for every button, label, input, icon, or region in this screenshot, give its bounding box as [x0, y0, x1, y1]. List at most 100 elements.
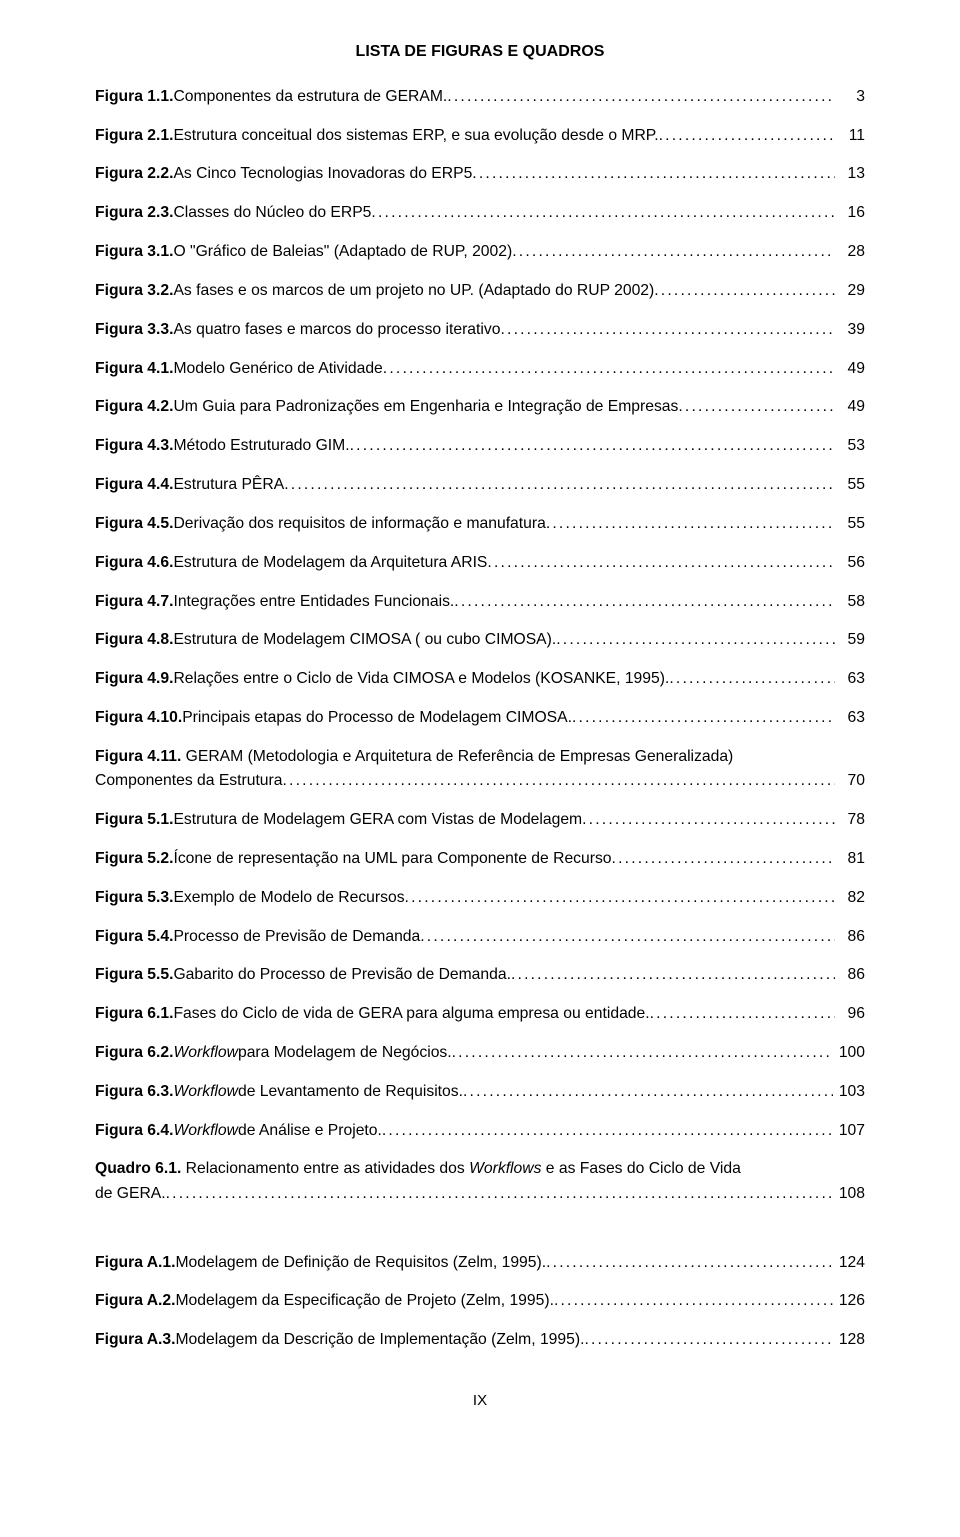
entry-desc: Modelo Genérico de Atividade — [173, 357, 382, 381]
entry-desc: O "Gráfico de Baleias" (Adaptado de RUP,… — [173, 240, 512, 264]
list-entry: Figura 6.3. Workflow de Levantamento de … — [95, 1080, 865, 1104]
list-entry: Figura 2.1. Estrutura conceitual dos sis… — [95, 124, 865, 148]
entry-desc: Integrações entre Entidades Funcionais. — [173, 590, 454, 614]
entry-desc: Ícone de representação na UML para Compo… — [173, 847, 611, 871]
leader-dots — [454, 590, 835, 614]
entry-label: Figura 4.7. — [95, 590, 173, 614]
entry-page: 86 — [835, 925, 865, 949]
list-entry: Figura 3.3. As quatro fases e marcos do … — [95, 318, 865, 342]
leader-dots — [420, 925, 835, 949]
entry-desc: Modelagem da Especificação de Projeto (Z… — [175, 1289, 553, 1313]
list-entry: Figura 6.2. Workflow para Modelagem de N… — [95, 1041, 865, 1065]
entry-page: 59 — [835, 628, 865, 652]
leader-dots — [405, 886, 835, 910]
entry-page: 96 — [835, 1002, 865, 1026]
entry-page: 63 — [835, 667, 865, 691]
entry-desc: As Cinco Tecnologias Inovadoras do ERP5 — [173, 162, 472, 186]
entry-desc: Estrutura de Modelagem CIMOSA ( ou cubo … — [173, 628, 556, 652]
entry-desc: Exemplo de Modelo de Recursos — [173, 886, 404, 910]
leader-dots — [650, 1002, 835, 1026]
entry-page: 56 — [835, 551, 865, 575]
list-entry: Figura 4.1. Modelo Genérico de Atividade… — [95, 357, 865, 381]
entry-label: Figura 2.3. — [95, 201, 173, 225]
entry-page: 107 — [833, 1119, 865, 1143]
entry-page: 55 — [835, 473, 865, 497]
entry-desc: de Análise e Projeto. — [238, 1119, 382, 1143]
entry-desc: Gabarito do Processo de Previsão de Dema… — [173, 963, 510, 987]
entry-desc: para Modelagem de Negócios. — [238, 1041, 452, 1065]
list-entry: Figura 4.5. Derivação dos requisitos de … — [95, 512, 865, 536]
entry-desc-italic: Workflow — [173, 1119, 238, 1143]
entry-label: Figura 3.1. — [95, 240, 173, 264]
entry-page: 58 — [835, 590, 865, 614]
entry-label: Figura 5.2. — [95, 847, 173, 871]
entry-page: 39 — [835, 318, 865, 342]
entry-label: Figura 5.1. — [95, 808, 173, 832]
leader-dots — [284, 473, 835, 497]
entry-desc: As quatro fases e marcos do processo ite… — [173, 318, 500, 342]
entry-label: Figura 1.1. — [95, 85, 173, 109]
figure-list-main: Figura 1.1. Componentes da estrutura de … — [95, 85, 865, 1206]
entry-page: 28 — [835, 240, 865, 264]
entry-label: Figura 5.3. — [95, 886, 173, 910]
list-entry: Figura 4.2. Um Guia para Padronizações e… — [95, 395, 865, 419]
entry-label: Figura 6.2. — [95, 1041, 173, 1065]
list-entry: Figura 4.11. GERAM (Metodologia e Arquit… — [95, 745, 865, 794]
entry-desc: Um Guia para Padronizações em Engenharia… — [173, 395, 678, 419]
entry-label: Figura 4.8. — [95, 628, 173, 652]
list-entry: Figura 5.1. Estrutura de Modelagem GERA … — [95, 808, 865, 832]
list-entry: Figura 4.4. Estrutura PÊRA55 — [95, 473, 865, 497]
leader-dots — [612, 847, 835, 871]
entry-desc-italic: Workflow — [173, 1041, 238, 1065]
entry-page: 13 — [835, 162, 865, 186]
entry-label: Figura 6.3. — [95, 1080, 173, 1104]
entry-label: Figura 3.2. — [95, 279, 173, 303]
leader-dots — [512, 240, 835, 264]
entry-page: 11 — [835, 124, 865, 148]
entry-page: 86 — [835, 963, 865, 987]
list-entry: Figura 2.3. Classes do Núcleo do ERP516 — [95, 201, 865, 225]
leader-dots — [511, 963, 835, 987]
leader-dots — [669, 667, 835, 691]
leader-dots — [382, 1119, 833, 1143]
leader-dots — [447, 85, 835, 109]
entry-page: 128 — [833, 1328, 865, 1352]
figure-list-appendix: Figura A.1. Modelagem de Definição de Re… — [95, 1251, 865, 1353]
entry-desc-italic: Workflow — [173, 1080, 238, 1104]
leader-dots — [371, 201, 835, 225]
list-entry: Figura 4.9. Relações entre o Ciclo de Vi… — [95, 667, 865, 691]
list-entry: Figura 2.2. As Cinco Tecnologias Inovado… — [95, 162, 865, 186]
entry-page: 126 — [833, 1289, 865, 1313]
entry-label: Figura 4.11. — [95, 748, 181, 765]
entry-page: 3 — [835, 85, 865, 109]
entry-page: 108 — [833, 1182, 865, 1206]
list-entry: Figura 5.5. Gabarito do Processo de Prev… — [95, 963, 865, 987]
entry-desc: Componentes da estrutura de GERAM. — [173, 85, 447, 109]
entry-label: Figura 4.9. — [95, 667, 173, 691]
entry-label: Figura 6.1. — [95, 1002, 173, 1026]
leader-dots — [554, 1289, 833, 1313]
entry-desc: Modelagem da Descrição de Implementação … — [175, 1328, 584, 1352]
entry-page: 78 — [835, 808, 865, 832]
entry-desc: Componentes da Estrutura — [95, 769, 282, 793]
entry-page: 81 — [835, 847, 865, 871]
entry-label: Figura 4.2. — [95, 395, 173, 419]
entry-page: 55 — [835, 512, 865, 536]
entry-label: Figura 5.5. — [95, 963, 173, 987]
list-entry: Figura 3.1. O "Gráfico de Baleias" (Adap… — [95, 240, 865, 264]
entry-desc: Método Estruturado GIM. — [173, 434, 349, 458]
entry-page: 124 — [833, 1251, 865, 1275]
entry-page: 63 — [835, 706, 865, 730]
entry-label: Quadro 6.1. — [95, 1160, 181, 1177]
leader-dots — [383, 357, 835, 381]
entry-desc: Derivação dos requisitos de informação e… — [173, 512, 545, 536]
list-entry: Figura A.3. Modelagem da Descrição de Im… — [95, 1328, 865, 1352]
leader-dots — [584, 1328, 832, 1352]
leader-dots — [472, 162, 835, 186]
list-entry: Figura 5.4. Processo de Previsão de Dema… — [95, 925, 865, 949]
entry-label: Figura 4.10. — [95, 706, 182, 730]
leader-dots — [654, 279, 835, 303]
list-entry: Figura 4.8. Estrutura de Modelagem CIMOS… — [95, 628, 865, 652]
entry-desc: Modelagem de Definição de Requisitos (Ze… — [175, 1251, 546, 1275]
leader-dots — [350, 434, 835, 458]
